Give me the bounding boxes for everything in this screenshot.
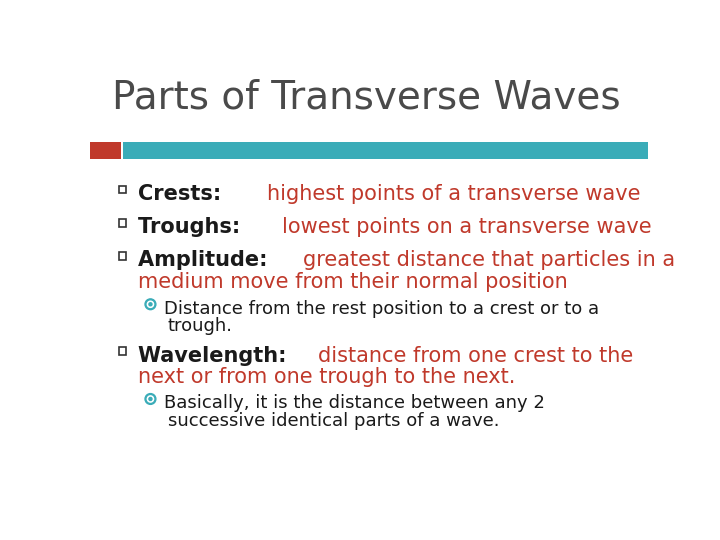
Text: highest points of a transverse wave: highest points of a transverse wave (267, 184, 641, 204)
Text: successive identical parts of a wave.: successive identical parts of a wave. (168, 412, 499, 430)
Text: Basically, it is the distance between any 2: Basically, it is the distance between an… (164, 394, 545, 413)
Circle shape (145, 299, 156, 309)
Text: next or from one trough to the next.: next or from one trough to the next. (138, 367, 516, 387)
Bar (119, 252, 127, 260)
Text: Crests:: Crests: (138, 184, 228, 204)
Text: Distance from the rest position to a crest or to a: Distance from the rest position to a cre… (164, 300, 600, 318)
Text: lowest points on a transverse wave: lowest points on a transverse wave (282, 217, 652, 237)
Bar (119, 347, 127, 355)
Text: Amplitude:: Amplitude: (138, 251, 275, 271)
Circle shape (148, 396, 153, 402)
Text: distance from one crest to the: distance from one crest to the (318, 346, 633, 366)
Text: Wavelength:: Wavelength: (138, 346, 294, 366)
Circle shape (148, 301, 153, 307)
Text: Troughs:: Troughs: (138, 217, 248, 237)
Bar (119, 219, 127, 226)
Text: Parts of Transverse Waves: Parts of Transverse Waves (112, 79, 621, 117)
Bar (90, 142, 121, 159)
Circle shape (149, 397, 152, 401)
Bar (119, 186, 127, 193)
Bar (122, 142, 648, 159)
Text: greatest distance that particles in a: greatest distance that particles in a (303, 251, 675, 271)
Text: trough.: trough. (168, 318, 233, 335)
Text: medium move from their normal position: medium move from their normal position (138, 272, 568, 292)
Circle shape (149, 303, 152, 306)
Circle shape (145, 394, 156, 404)
